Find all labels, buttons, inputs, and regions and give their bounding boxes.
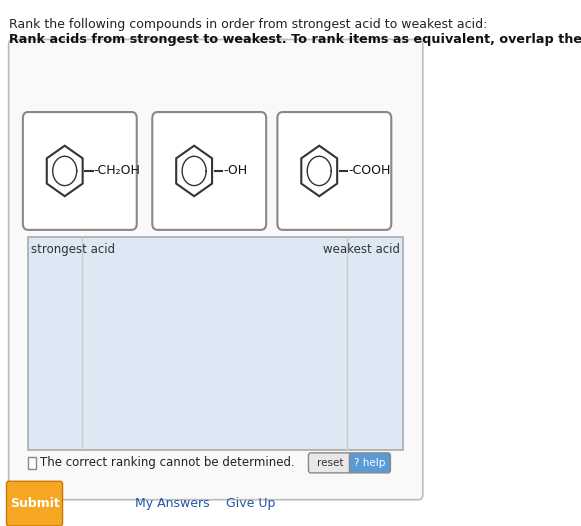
Text: strongest acid: strongest acid: [31, 243, 116, 256]
FancyBboxPatch shape: [9, 39, 423, 500]
FancyBboxPatch shape: [28, 457, 36, 469]
Text: -OH: -OH: [223, 165, 247, 177]
FancyBboxPatch shape: [152, 112, 266, 230]
Text: Rank the following compounds in order from strongest acid to weakest acid:: Rank the following compounds in order fr…: [9, 18, 487, 32]
FancyBboxPatch shape: [23, 112, 137, 230]
Text: Give Up: Give Up: [225, 498, 275, 510]
Text: reset: reset: [317, 458, 343, 468]
Text: ? help: ? help: [354, 458, 385, 468]
Text: Rank acids from strongest to weakest. To rank items as equivalent, overlap them.: Rank acids from strongest to weakest. To…: [9, 33, 581, 46]
FancyBboxPatch shape: [277, 112, 391, 230]
Text: -CH₂OH: -CH₂OH: [94, 165, 141, 177]
FancyBboxPatch shape: [309, 453, 352, 473]
Text: The correct ranking cannot be determined.: The correct ranking cannot be determined…: [40, 457, 295, 469]
Text: weakest acid: weakest acid: [323, 243, 400, 256]
Text: -COOH: -COOH: [348, 165, 390, 177]
Text: My Answers: My Answers: [135, 498, 210, 510]
FancyBboxPatch shape: [6, 481, 63, 526]
Text: Submit: Submit: [10, 498, 59, 510]
FancyBboxPatch shape: [349, 453, 390, 473]
FancyBboxPatch shape: [28, 237, 403, 450]
